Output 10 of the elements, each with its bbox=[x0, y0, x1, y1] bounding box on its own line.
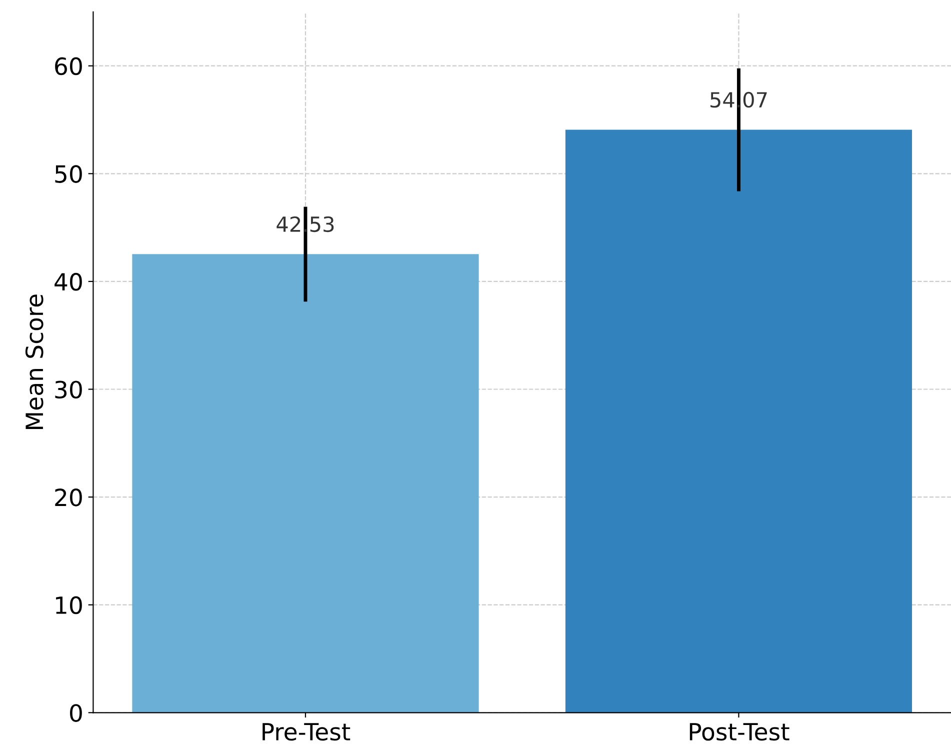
y-tick-label: 40 bbox=[54, 272, 82, 291]
y-tick-label: 0 bbox=[70, 704, 82, 722]
y-tick-label: 30 bbox=[55, 380, 82, 399]
x-tick-label: Pre-Test bbox=[262, 723, 350, 741]
x-tick-label: Post-Test bbox=[690, 723, 790, 741]
y-tick-label: 10 bbox=[56, 596, 82, 614]
y-tick-label: 20 bbox=[55, 488, 82, 506]
y-tick-label: 60 bbox=[55, 57, 82, 76]
y-tick-label: 50 bbox=[55, 165, 82, 183]
y-axis-title: Mean Score bbox=[25, 294, 44, 429]
